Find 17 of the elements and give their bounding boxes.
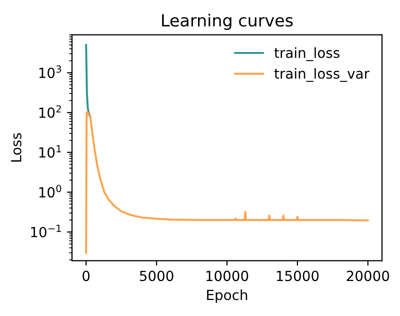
chart-title: Learning curves — [162, 14, 293, 30]
x-axis-title: Epoch — [207, 289, 248, 303]
line-series — [85, 110, 369, 254]
x-tick-label: 0 — [82, 270, 90, 282]
y-tick-label: 10$^{3}$ — [39, 65, 62, 78]
y-tick-label: 10$^{1}$ — [39, 145, 61, 158]
y-tick-label: 10$^{0}$ — [39, 184, 62, 198]
x-tick-label: 15000 — [276, 270, 319, 282]
x-tick-label: 20000 — [346, 270, 390, 282]
y-tick-label: 10$^{−1}$ — [31, 224, 61, 238]
x-tick-label: 10000 — [206, 270, 248, 282]
legend-label: train_loss_var — [274, 68, 370, 82]
x-tick-label: 5000 — [140, 270, 174, 282]
line-series — [85, 44, 92, 118]
y-axis-title: Loss — [11, 133, 22, 162]
legend-label: train_loss — [274, 47, 340, 62]
y-tick-label: 10$^{2}$ — [39, 105, 61, 118]
